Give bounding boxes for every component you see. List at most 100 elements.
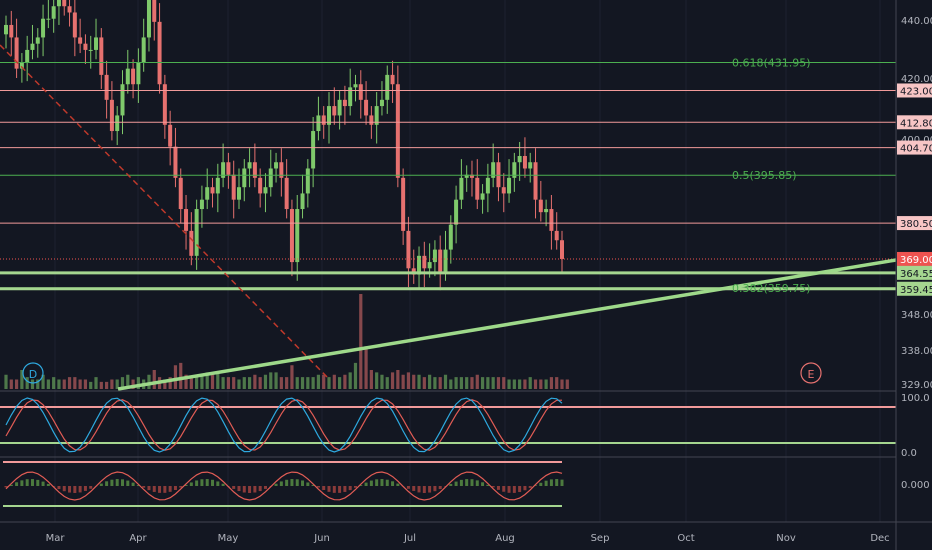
volume-bar [30,379,35,389]
volume-bar [78,379,82,389]
oscillator-histogram-bar [544,480,548,486]
oscillator-histogram-bar [232,486,236,489]
horizontal-levels[interactable] [0,62,896,291]
candle-body [231,174,236,200]
volume-bar [94,377,98,389]
candle-body [454,199,459,225]
oscillator-histogram-bar [549,479,553,486]
oscillator-histogram-bar [353,486,357,488]
price-level-tag [897,251,932,266]
oscillator-histogram-bar [211,479,215,486]
volume-bar [57,379,61,389]
oscillator-histogram-bar [295,479,299,486]
oscillator-histogram-bar [417,486,421,493]
candle-body [406,230,411,269]
oscillator-histogram-bar [369,480,373,486]
trendlines[interactable] [0,44,897,391]
volume-bar [512,379,516,389]
volume-bar [306,377,310,389]
candle-body [173,146,178,178]
candle-body [157,21,162,85]
candle-body [146,0,151,38]
volume-bar [507,379,511,389]
oscillator-histogram-bar [253,486,257,493]
volume-bar [152,370,156,389]
candle-body [99,37,104,75]
candle-body [141,37,146,63]
oscillator-histogram-bar [343,486,347,492]
candle-body [480,193,485,200]
candle-body [374,106,379,125]
candle-body [300,193,305,210]
price-level-tag-label: 380.50 [900,219,932,230]
oscillator-histogram-bar [189,482,193,486]
candle-body [221,162,226,178]
candle-body [432,249,437,263]
oscillator-histogram-bar [110,479,114,486]
volume-bar [443,374,448,389]
volume-bar [136,377,140,389]
oscillator-histogram-bar [481,482,485,486]
candle-body [364,99,369,116]
rising-trendline[interactable] [117,258,897,391]
candle-body [517,156,522,163]
oscillator-histogram-bar [200,479,204,486]
candle-body [469,174,474,178]
candle-body [247,162,252,169]
volume-bar [417,374,421,389]
dashed-trendline[interactable] [0,44,331,381]
volume-bar [480,377,485,389]
oscillator-histogram-bar [359,485,363,486]
volume-bar [216,372,220,389]
volume-bar [343,374,347,389]
oscillator-histogram-bar [375,479,379,486]
volume-bar [491,377,495,389]
candle-body [184,209,189,231]
candle-body [125,68,130,85]
candle-body [538,199,543,213]
oscillator-histogram-bar [30,479,34,486]
volume-bar [465,377,469,389]
volume-bar [406,372,411,389]
candle-body [94,37,99,50]
y-tick-label: 329.00 [901,380,932,391]
volume-bar [396,370,400,389]
volume-bar [4,374,8,389]
oscillator-histogram-bar [62,486,66,492]
volume-bar [67,377,72,389]
earnings-marker-label: E [808,368,815,381]
volume-bar [237,379,241,389]
oscillator-histogram-bar [68,486,72,493]
candle-body [289,209,294,263]
candle-body [321,115,326,125]
volume-bar [369,370,373,389]
dividend-marker[interactable]: D [22,362,44,384]
volume-bar [359,294,363,389]
candle-body [194,209,199,256]
oscillator-histogram-bar [454,481,458,486]
volume-bar [502,377,506,389]
volume-bar [110,379,114,389]
oscillator-histogram-bar [502,486,506,492]
oscillator-histogram-bar [9,484,13,486]
oscillator-histogram-bar [41,481,45,486]
volume-bar [105,381,109,389]
oscillator-histogram-bar [126,480,130,486]
oscillator-histogram-bar [528,486,532,488]
oscillator-histogram-bar [147,486,151,491]
volume-bar [401,374,405,389]
candle-body [199,199,204,210]
candle-body [263,187,268,194]
oscillator-histogram-bar [168,486,172,492]
volume-bar [496,377,501,389]
candle-body [25,49,30,63]
candle-body [284,177,289,210]
volume-bar [115,379,119,389]
candle-body [533,162,538,200]
candle-body [528,162,533,169]
candle-body [417,255,422,275]
price-level-tag-label: 423.00 [900,86,932,97]
earnings-marker[interactable]: E [800,362,822,384]
